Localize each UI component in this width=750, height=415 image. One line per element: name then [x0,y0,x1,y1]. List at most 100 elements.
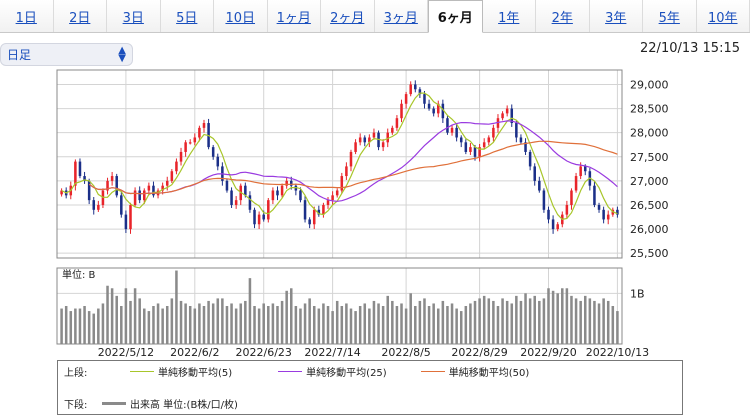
chevron-up-down-icon: ▲ ▼ [118,45,126,64]
candle-body [184,142,187,152]
volume-bar [354,311,357,344]
tab-5[interactable]: 1ヶ月 [267,0,321,32]
volume-bar [253,306,256,344]
volume-bar [409,293,412,344]
volume-bar [528,298,532,344]
volume-bar [519,300,523,344]
candle-body [547,209,550,220]
candle-body [280,185,284,196]
candle-body [473,147,477,157]
candle-body [138,190,141,201]
candle-body [312,209,316,225]
candle-body [441,103,445,119]
volume-bar [290,288,293,344]
volume-bar [606,300,610,344]
volume-bar [312,306,316,344]
candle-body [510,108,514,124]
candle-body [129,204,132,230]
volume-bar [97,308,100,344]
volume-bar [556,293,559,344]
volume-bar [110,288,114,344]
tab-12[interactable]: 5年 [643,0,697,32]
volume-bar [87,311,91,344]
tab-3[interactable]: 5日 [160,0,214,32]
price-tick-label: 26,000 [630,223,669,236]
candle-body [574,176,578,191]
candle-body [404,94,408,104]
candle-body [143,190,146,201]
legend-ma5-label: 単純移動平均(5) [158,367,233,379]
price-tick-label: 28,000 [630,127,669,140]
tab-0[interactable]: 1日 [0,0,54,32]
volume-bar [459,311,463,344]
price-tick-label: 25,500 [630,247,669,260]
volume-bar [381,306,385,344]
tab-11[interactable]: 3年 [589,0,643,32]
ma-line-5 [61,92,618,221]
tab-9[interactable]: 1年 [482,0,536,32]
candle-body [542,190,546,210]
volume-bar [404,308,408,344]
candle-body [120,195,123,215]
volume-bar [515,295,518,344]
candle-body [216,156,220,167]
volume-bar [303,303,307,344]
candle-body [436,103,440,114]
volume-bar [216,298,220,344]
volume-bar [593,300,596,344]
volume-bar [583,295,587,344]
candle-body [606,214,610,220]
tab-2[interactable]: 3日 [107,0,161,32]
volume-bar [496,306,500,344]
volume-bar [244,300,247,344]
candle-body [285,180,288,186]
tab-7[interactable]: 3ヶ月 [374,0,428,32]
interval-select[interactable]: 日足 ▲ ▼ [0,43,133,66]
volume-bar [124,288,128,344]
candle-body [97,204,100,210]
volume-bar [143,308,146,344]
volume-bar [358,306,362,344]
date-tick-label: 2022/9/20 [520,346,576,359]
volume-bar [579,300,582,344]
legend: 上段: 単純移動平均(5) 単純移動平均(25) 単純移動平均(50) 下段: … [57,360,683,415]
volume-bar [335,300,339,344]
price-tick-label: 28,500 [630,103,669,116]
candle-body [464,142,468,152]
candle-body [395,118,399,128]
volume-bar [538,300,541,344]
legend-upper-label: 上段: [64,367,88,379]
candle-body [290,180,293,186]
tab-10[interactable]: 2年 [536,0,590,32]
period-tabs: 1日 2日 3日 5日 10日 1ヶ月 2ヶ月 3ヶ月 6ヶ月 1年 2年 3年 5年 10年 [0,0,750,33]
volume-bar [331,311,334,344]
price-tick-label: 27,000 [630,175,669,188]
volume-bar [616,311,619,344]
timestamp: 22/10/13 15:15 [640,41,740,56]
candle-body [257,214,261,225]
candle-body [593,185,596,205]
volume-bar [469,303,472,344]
candle-body [115,176,118,196]
volume-bar [414,306,417,344]
volume-bar [280,300,284,344]
volume-bar [400,303,403,344]
ma-line-50 [88,140,618,195]
volume-bar [492,300,495,344]
volume-bar [423,298,426,344]
candle-body [147,185,151,191]
volume-bar [588,298,592,344]
volume-bar [106,285,109,344]
candle-body [570,190,573,205]
volume-bar [510,303,514,344]
volume-bar [188,306,192,344]
volume-bar [248,278,252,344]
tab-1[interactable]: 2日 [53,0,107,32]
tab-4[interactable]: 10日 [214,0,268,32]
tab-8[interactable]: 6ヶ月 [428,0,483,33]
volume-bar [395,306,399,344]
volume-bar [234,308,238,344]
tab-6[interactable]: 2ヶ月 [321,0,375,32]
volume-bar [198,303,201,344]
volume-bar [165,306,169,344]
